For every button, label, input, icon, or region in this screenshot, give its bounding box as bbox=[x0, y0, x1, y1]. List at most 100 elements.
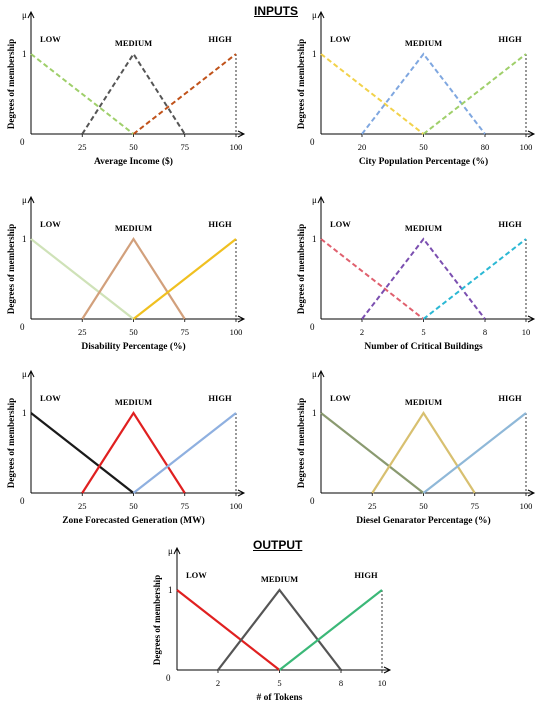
x-axis-label: Diesel Genarator Percentage (%) bbox=[356, 515, 490, 526]
y-axis-label: Degrees of membership bbox=[296, 39, 306, 129]
series-line-high bbox=[132, 412, 237, 494]
series-label-medium: MEDIUM bbox=[115, 38, 152, 48]
series-label-medium: MEDIUM bbox=[261, 574, 298, 584]
mu-label: μ bbox=[312, 369, 317, 379]
x-tick-label: 10 bbox=[378, 678, 387, 688]
y-tick-label: 1 bbox=[312, 408, 317, 418]
series-label-high: HIGH bbox=[498, 34, 522, 44]
y-tick-label: 1 bbox=[22, 408, 27, 418]
y-axis-label: Degrees of membership bbox=[296, 224, 306, 314]
y-tick-label: 0 bbox=[310, 322, 315, 332]
x-tick-label: 80 bbox=[481, 142, 490, 152]
series-line-medium bbox=[81, 236, 186, 320]
x-tick-label: 5 bbox=[277, 678, 281, 688]
x-axis-label: Zone Forecasted Generation (MW) bbox=[62, 515, 205, 526]
mu-label: μ bbox=[312, 10, 317, 20]
series-label-low: LOW bbox=[186, 570, 207, 580]
y-axis-arrow bbox=[317, 10, 325, 19]
x-tick-label: 8 bbox=[339, 678, 343, 688]
y-tick-label: 1 bbox=[22, 49, 27, 59]
series-line-low bbox=[320, 238, 425, 320]
x-tick-label: 25 bbox=[78, 501, 87, 511]
series-line-medium bbox=[217, 588, 342, 671]
y-tick-label: 1 bbox=[312, 49, 317, 59]
x-axis-arrow bbox=[237, 489, 246, 497]
y-tick-label: 0 bbox=[20, 496, 25, 506]
mu-label: μ bbox=[168, 546, 173, 556]
y-axis-label: Degrees of membership bbox=[6, 398, 16, 488]
chart-diesel-generator: μ 1 0 Degrees of membership 25 50 75 100 Diesel … bbox=[296, 369, 536, 526]
series-line-high bbox=[422, 238, 527, 320]
y-tick-label: 1 bbox=[22, 234, 27, 244]
series-line-high bbox=[132, 53, 237, 135]
series-line-low bbox=[176, 589, 281, 671]
x-tick-label: 50 bbox=[419, 142, 428, 152]
series-line-low bbox=[320, 412, 425, 494]
x-axis-arrow bbox=[527, 489, 536, 497]
x-axis-arrow bbox=[527, 315, 536, 323]
series-label-high: HIGH bbox=[498, 219, 522, 229]
series-line-low bbox=[30, 412, 135, 494]
series-line-high bbox=[132, 238, 237, 320]
x-axis-label: City Population Percentage (%) bbox=[359, 156, 488, 167]
series-line-low bbox=[30, 53, 135, 135]
y-tick-label: 1 bbox=[312, 234, 317, 244]
series-label-high: HIGH bbox=[208, 34, 232, 44]
series-label-low: LOW bbox=[40, 34, 61, 44]
x-tick-label: 50 bbox=[129, 327, 138, 337]
inputs-title: INPUTS bbox=[254, 4, 299, 18]
x-tick-label: 50 bbox=[129, 501, 138, 511]
series-label-low: LOW bbox=[40, 219, 61, 229]
x-axis-arrow bbox=[383, 666, 392, 674]
x-tick-label: 50 bbox=[419, 501, 428, 511]
x-tick-label: 100 bbox=[230, 501, 243, 511]
x-tick-label: 8 bbox=[483, 327, 487, 337]
x-tick-label: 75 bbox=[181, 327, 190, 337]
y-axis-label: Degrees of membership bbox=[152, 575, 162, 665]
series-label-low: LOW bbox=[330, 393, 351, 403]
x-tick-label: 75 bbox=[181, 501, 190, 511]
x-tick-label: 20 bbox=[358, 142, 367, 152]
y-tick-label: 0 bbox=[166, 673, 171, 683]
y-axis-label: Degrees of membership bbox=[296, 398, 306, 488]
x-tick-label: 25 bbox=[368, 501, 377, 511]
y-tick-label: 0 bbox=[310, 137, 315, 147]
series-line-medium bbox=[81, 52, 186, 135]
x-tick-label: 100 bbox=[230, 327, 243, 337]
y-tick-label: 0 bbox=[20, 322, 25, 332]
x-tick-label: 2 bbox=[216, 678, 220, 688]
y-axis-arrow bbox=[27, 369, 35, 378]
x-tick-label: 100 bbox=[520, 142, 533, 152]
series-label-low: LOW bbox=[40, 393, 61, 403]
mu-label: μ bbox=[312, 195, 317, 205]
x-axis-arrow bbox=[237, 315, 246, 323]
series-line-low bbox=[320, 53, 425, 135]
series-label-high: HIGH bbox=[354, 570, 378, 580]
series-label-high: HIGH bbox=[208, 393, 232, 403]
x-tick-label: 100 bbox=[520, 501, 533, 511]
y-axis-label: Degrees of membership bbox=[6, 224, 16, 314]
x-tick-label: 50 bbox=[129, 142, 138, 152]
series-line-high bbox=[278, 589, 383, 671]
mu-label: μ bbox=[22, 10, 27, 20]
series-label-high: HIGH bbox=[208, 219, 232, 229]
series-label-medium: MEDIUM bbox=[405, 397, 442, 407]
series-label-medium: MEDIUM bbox=[405, 223, 442, 233]
y-axis-arrow bbox=[27, 195, 35, 204]
series-line-medium bbox=[371, 410, 476, 494]
chart-average-income: μ 1 0 Degrees of membership 25 50 75 100 Average… bbox=[6, 10, 246, 167]
x-axis-arrow bbox=[527, 130, 536, 138]
x-tick-label: 75 bbox=[181, 142, 190, 152]
y-tick-label: 1 bbox=[168, 585, 173, 595]
mu-label: μ bbox=[22, 369, 27, 379]
series-line-medium bbox=[361, 237, 486, 320]
x-axis-arrow bbox=[237, 130, 246, 138]
x-tick-label: 25 bbox=[78, 142, 87, 152]
y-axis-arrow bbox=[317, 195, 325, 204]
x-axis-label: Number of Critical Buildings bbox=[364, 342, 483, 352]
series-line-high bbox=[422, 412, 527, 494]
chart-zone-generation: μ 1 0 Degrees of membership 25 50 75 100 Zone Fo… bbox=[6, 369, 246, 526]
series-line-high bbox=[422, 53, 527, 135]
